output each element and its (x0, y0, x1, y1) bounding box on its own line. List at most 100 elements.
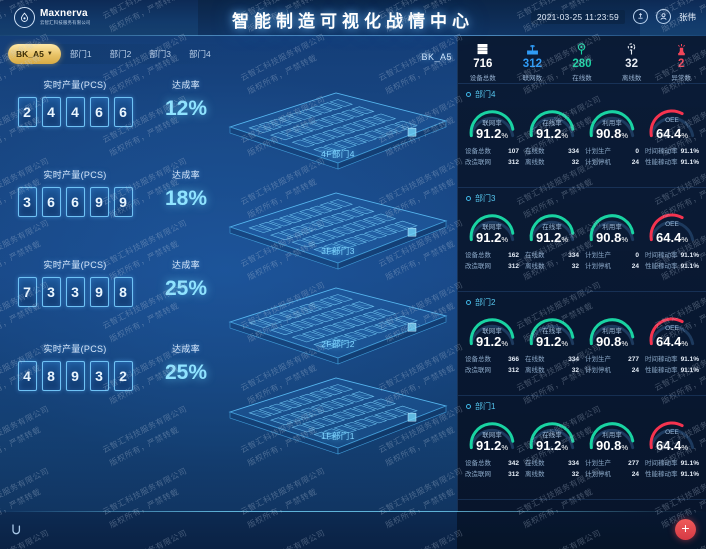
summary-stat-异常数[interactable]: 2 异常数 (656, 41, 706, 83)
detail-row: 计划停机 24 (585, 469, 639, 480)
gauge-value: 64.4% (642, 230, 702, 245)
gauge-row: 联网率 91.2% 设备总数 366 改造联网 312 在线率 91.2% 在线数 334 离线数 3… (462, 310, 702, 376)
gauge-value-number: 91.2 (476, 126, 502, 141)
detail-value: 342 (508, 460, 519, 467)
factory-floor-plate[interactable] (218, 370, 458, 490)
production-digit: 2 (17, 97, 37, 127)
page-title: 智能制造可视化战情中心 (232, 12, 474, 31)
gauge-value-number: 64.4 (656, 126, 682, 141)
detail-row: 时间稼动率 91.1% (645, 458, 699, 469)
tab-active-label: BK_A5 (16, 49, 44, 59)
production-output-group: 实时产量(PCS) 3 6 6 9 9 (0, 168, 150, 217)
gauge-value: 90.8% (582, 230, 642, 245)
gauge-detail-list: 在线数 334 离线数 32 (522, 250, 582, 272)
detail-key: 时间稼动率 (645, 460, 678, 467)
gauge-label: 联网率 (482, 432, 502, 439)
detail-value: 312 (508, 159, 519, 166)
gauge-detail-list: 设备总数 342 改造联网 312 (462, 458, 522, 480)
gauge-value: 91.2% (522, 334, 582, 349)
tab-dept-4[interactable]: 部门4 (189, 49, 211, 59)
gauge-value-unit: % (501, 339, 508, 348)
gauge-OEE: OEE 64.4% (642, 102, 702, 144)
footer-divider (0, 511, 706, 512)
gauge-利用率: 利用率 90.8% (582, 414, 642, 456)
gauge-value-unit: % (621, 131, 628, 140)
factory-3d-visualization[interactable]: BK_A5 4F部门4 3F部门3 2F部门2 1F部门1 (218, 40, 458, 513)
tab-dept-1[interactable]: 部门1 (69, 49, 92, 59)
user-avatar-icon[interactable] (655, 9, 671, 24)
gauge-value: 64.4% (642, 334, 702, 349)
gauge-value: 91.2% (462, 334, 522, 349)
factory-floor-plate[interactable] (218, 280, 458, 400)
gauge-value: 91.2% (522, 126, 582, 141)
gauge-value-unit: % (681, 443, 688, 452)
detail-key: 改造联网 (465, 471, 491, 478)
equipment-panel: 716 设备总数 312 联网数 280 在线数 32 离线数 2 异常数 部门4 联网率 91.2%… (457, 36, 706, 513)
circle-marker-icon (466, 404, 471, 409)
production-output-label: 实时产量(PCS) (43, 260, 107, 270)
gauge-OEE: OEE 64.4% (642, 414, 702, 456)
achievement-rate-label: 达成率 (172, 170, 200, 180)
detail-row: 性能稼动率 91.1% (645, 365, 699, 376)
gauge-row: 联网率 91.2% 设备总数 342 改造联网 312 在线率 91.2% 在线数 334 离线数 3… (462, 414, 702, 480)
department-card[interactable]: 部门3 联网率 91.2% 设备总数 162 改造联网 312 在线率 91.2% 在线数 334 离… (458, 188, 706, 292)
gauge-value-number: 91.2 (476, 230, 502, 245)
gauge-value-unit: % (681, 339, 688, 348)
gauge-label: OEE (665, 429, 679, 436)
department-card[interactable]: 部门2 联网率 91.2% 设备总数 366 改造联网 312 在线率 91.2% 在线数 334 离… (458, 292, 706, 396)
online-signal-icon (557, 41, 607, 58)
detail-key: 设备总数 (465, 148, 491, 155)
tab-dept-2[interactable]: 部门2 (109, 49, 132, 59)
summary-stat-设备总数[interactable]: 716 设备总数 (458, 41, 508, 83)
add-button[interactable]: + (675, 519, 696, 540)
detail-value: 91.1% (680, 148, 699, 155)
detail-value: 91.1% (680, 159, 699, 166)
gauge-value: 91.2% (462, 230, 522, 245)
summary-stat-在线数[interactable]: 280 在线数 (557, 41, 607, 83)
detail-value: 334 (568, 252, 579, 259)
gauge-label: OEE (665, 117, 679, 124)
summary-stat-label: 在线数 (572, 75, 592, 82)
floor-label: 3F部门3 (321, 246, 355, 256)
back-arrow-icon[interactable] (10, 522, 24, 539)
detail-row: 在线数 334 (525, 458, 579, 469)
department-card[interactable]: 部门4 联网率 91.2% 设备总数 107 改造联网 312 在线率 91.2% 在线数 334 离… (458, 84, 706, 188)
factory-floor-plate[interactable] (218, 85, 458, 205)
gauge-column: 在线率 91.2% 在线数 334 离线数 32 (522, 206, 582, 272)
help-icon[interactable] (632, 9, 648, 24)
gauge-detail-list: 时间稼动率 91.1% 性能稼动率 91.1% (642, 250, 702, 272)
gauge-value-unit: % (621, 339, 628, 348)
gauge-label: 联网率 (482, 224, 502, 231)
department-header: 部门1 (462, 401, 702, 412)
achievement-rate-label: 达成率 (172, 344, 200, 354)
department-name: 部门1 (475, 402, 496, 411)
department-card[interactable]: 部门1 联网率 91.2% 设备总数 342 改造联网 312 在线率 91.2% 在线数 334 离… (458, 396, 706, 500)
summary-stat-联网数[interactable]: 312 联网数 (508, 41, 558, 83)
department-name: 部门2 (475, 298, 496, 307)
detail-row: 在线数 334 (525, 354, 579, 365)
detail-key: 在线数 (525, 252, 545, 259)
production-digit: 9 (89, 187, 109, 217)
gauge-row: 联网率 91.2% 设备总数 162 改造联网 312 在线率 91.2% 在线数 334 离线数 3… (462, 206, 702, 272)
detail-value: 312 (508, 471, 519, 478)
detail-row: 计划生产 0 (585, 250, 639, 261)
tab-bk-a5-selector[interactable]: BK_A5 ▼ (8, 44, 61, 64)
summary-stat-离线数[interactable]: 32 离线数 (607, 41, 657, 83)
gauge-value-number: 91.2 (476, 438, 502, 453)
detail-value: 277 (628, 460, 639, 467)
username-label[interactable]: 张伟 (678, 11, 696, 22)
tab-dept-3[interactable]: 部门3 (149, 49, 172, 59)
gauge-value-number: 90.8 (596, 230, 622, 245)
summary-stat-value: 2 (677, 58, 685, 70)
gauge-value-number: 90.8 (596, 334, 622, 349)
gauge-column: 利用率 90.8% 计划生产 0 计划停机 24 (582, 206, 642, 272)
factory-floor-plate[interactable] (218, 185, 458, 305)
detail-key: 设备总数 (465, 252, 491, 259)
summary-stat-label: 设备总数 (469, 75, 496, 82)
production-output-group: 实时产量(PCS) 7 3 3 9 8 (0, 258, 150, 307)
gauge-联网率: 联网率 91.2% (462, 310, 522, 352)
production-digit: 2 (113, 361, 133, 391)
